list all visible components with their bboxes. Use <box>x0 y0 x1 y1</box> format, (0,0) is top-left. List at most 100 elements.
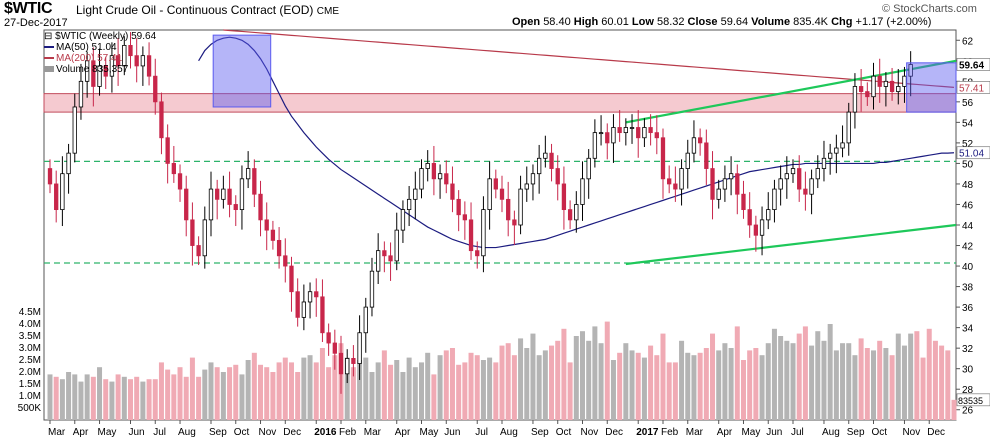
candle-body <box>623 127 628 134</box>
volume-bar <box>852 355 858 420</box>
volume-bar <box>276 362 282 420</box>
x-tick-label: Jul <box>475 427 488 438</box>
y-tick-label: 54 <box>962 118 974 129</box>
volume-bar <box>530 333 536 420</box>
last-volume-label-bg <box>956 393 990 407</box>
candle-body <box>846 111 851 144</box>
candle-body <box>146 55 152 77</box>
candle-body <box>518 188 523 226</box>
chart-date: 27-Dec-2017 <box>4 17 68 29</box>
volume-bar <box>691 355 697 420</box>
volume-tick-label: 2.0M <box>19 367 41 378</box>
volume-tick-label: 4.0M <box>19 319 41 330</box>
candle-body <box>883 80 889 87</box>
candle-body <box>555 168 560 185</box>
candle-body <box>425 163 430 169</box>
volume-bar <box>480 360 486 420</box>
candle-body <box>803 188 808 195</box>
candle-body <box>543 152 548 159</box>
y-tick-label: 52 <box>962 139 974 150</box>
volume-bar <box>846 343 852 420</box>
candle-body <box>320 296 325 334</box>
volume-bar <box>703 348 709 420</box>
candle-body <box>772 188 777 211</box>
volume-bar <box>840 343 846 420</box>
lower-trendline <box>625 223 957 266</box>
volume-bar <box>369 372 375 420</box>
x-tick-label: Jul <box>791 427 804 438</box>
volume-tick-label: 1.0M <box>19 391 41 402</box>
candle-body <box>667 178 672 185</box>
volume-bar <box>462 362 468 420</box>
candle-body <box>202 219 207 257</box>
candle-body <box>660 137 666 180</box>
volume-bar <box>524 348 530 420</box>
volume-bar <box>796 333 802 420</box>
volume-bar <box>165 369 171 420</box>
candle-body <box>710 168 715 200</box>
candle-body <box>413 188 418 200</box>
volume-bar <box>827 324 833 420</box>
volume-bar <box>648 345 654 420</box>
volume-bar <box>802 326 808 420</box>
y-tick-label: 56 <box>962 98 974 109</box>
volume-bar <box>610 360 616 420</box>
candle-body <box>91 60 96 87</box>
volume-bar <box>456 364 462 420</box>
volume-bar <box>784 340 790 420</box>
candle-body <box>134 55 139 67</box>
symbol-description: Light Crude Oil - Continuous Contract (E… <box>76 3 340 17</box>
candle-body <box>728 173 734 180</box>
legend-symbol: ⊟ $WTIC (Weekly) 59.64 <box>44 31 157 42</box>
volume-bar <box>233 364 239 420</box>
x-tick-label: Oct <box>556 427 572 438</box>
candle-body <box>716 188 721 200</box>
volume-bar <box>394 360 400 420</box>
candle-body <box>326 332 331 344</box>
last-ma200-label: 57.41 <box>959 83 984 94</box>
candle-body <box>809 178 814 195</box>
volume-bar <box>759 355 765 420</box>
volume-bar <box>920 357 926 420</box>
candle-body <box>47 168 53 185</box>
volume-bar <box>926 328 932 420</box>
x-tick-label: Sep <box>847 427 865 438</box>
x-tick-label: Feb <box>661 427 679 438</box>
candle-body <box>54 183 59 211</box>
volume-bar <box>815 331 821 420</box>
volume-bar <box>307 355 313 420</box>
volume-bar <box>641 357 647 420</box>
candle-body <box>221 188 226 200</box>
volume-bar <box>685 352 691 420</box>
volume-bar <box>437 355 443 420</box>
candle-body <box>165 137 170 164</box>
y-tick-label: 62 <box>962 36 974 47</box>
volume-tick-label: 3.0M <box>19 343 41 354</box>
candle-body <box>530 173 536 185</box>
volume-bar <box>493 362 499 420</box>
volume-bar <box>239 374 245 420</box>
candle-body <box>122 44 127 67</box>
x-tick-label: Aug <box>178 427 196 438</box>
volume-bar <box>66 372 72 420</box>
last-ma50-label-bg <box>956 146 990 160</box>
candle-body <box>896 86 901 92</box>
y-tick-label: 40 <box>962 262 974 273</box>
volume-bar <box>134 376 140 420</box>
volume-bar <box>313 362 319 420</box>
candle-body <box>338 352 344 375</box>
candle-body <box>580 178 585 205</box>
candle-body <box>184 188 189 221</box>
volume-bar <box>319 348 325 420</box>
volume-bar <box>171 374 177 420</box>
volume-bar <box>710 333 716 420</box>
candle-body <box>462 214 468 221</box>
candle-body <box>190 219 195 246</box>
x-tick-label: Jul <box>153 427 166 438</box>
y-tick-label: 42 <box>962 242 974 253</box>
candle-body <box>227 188 232 205</box>
volume-bar <box>419 362 425 420</box>
x-tick-label: Jun <box>444 427 460 438</box>
candle-body <box>177 173 183 190</box>
